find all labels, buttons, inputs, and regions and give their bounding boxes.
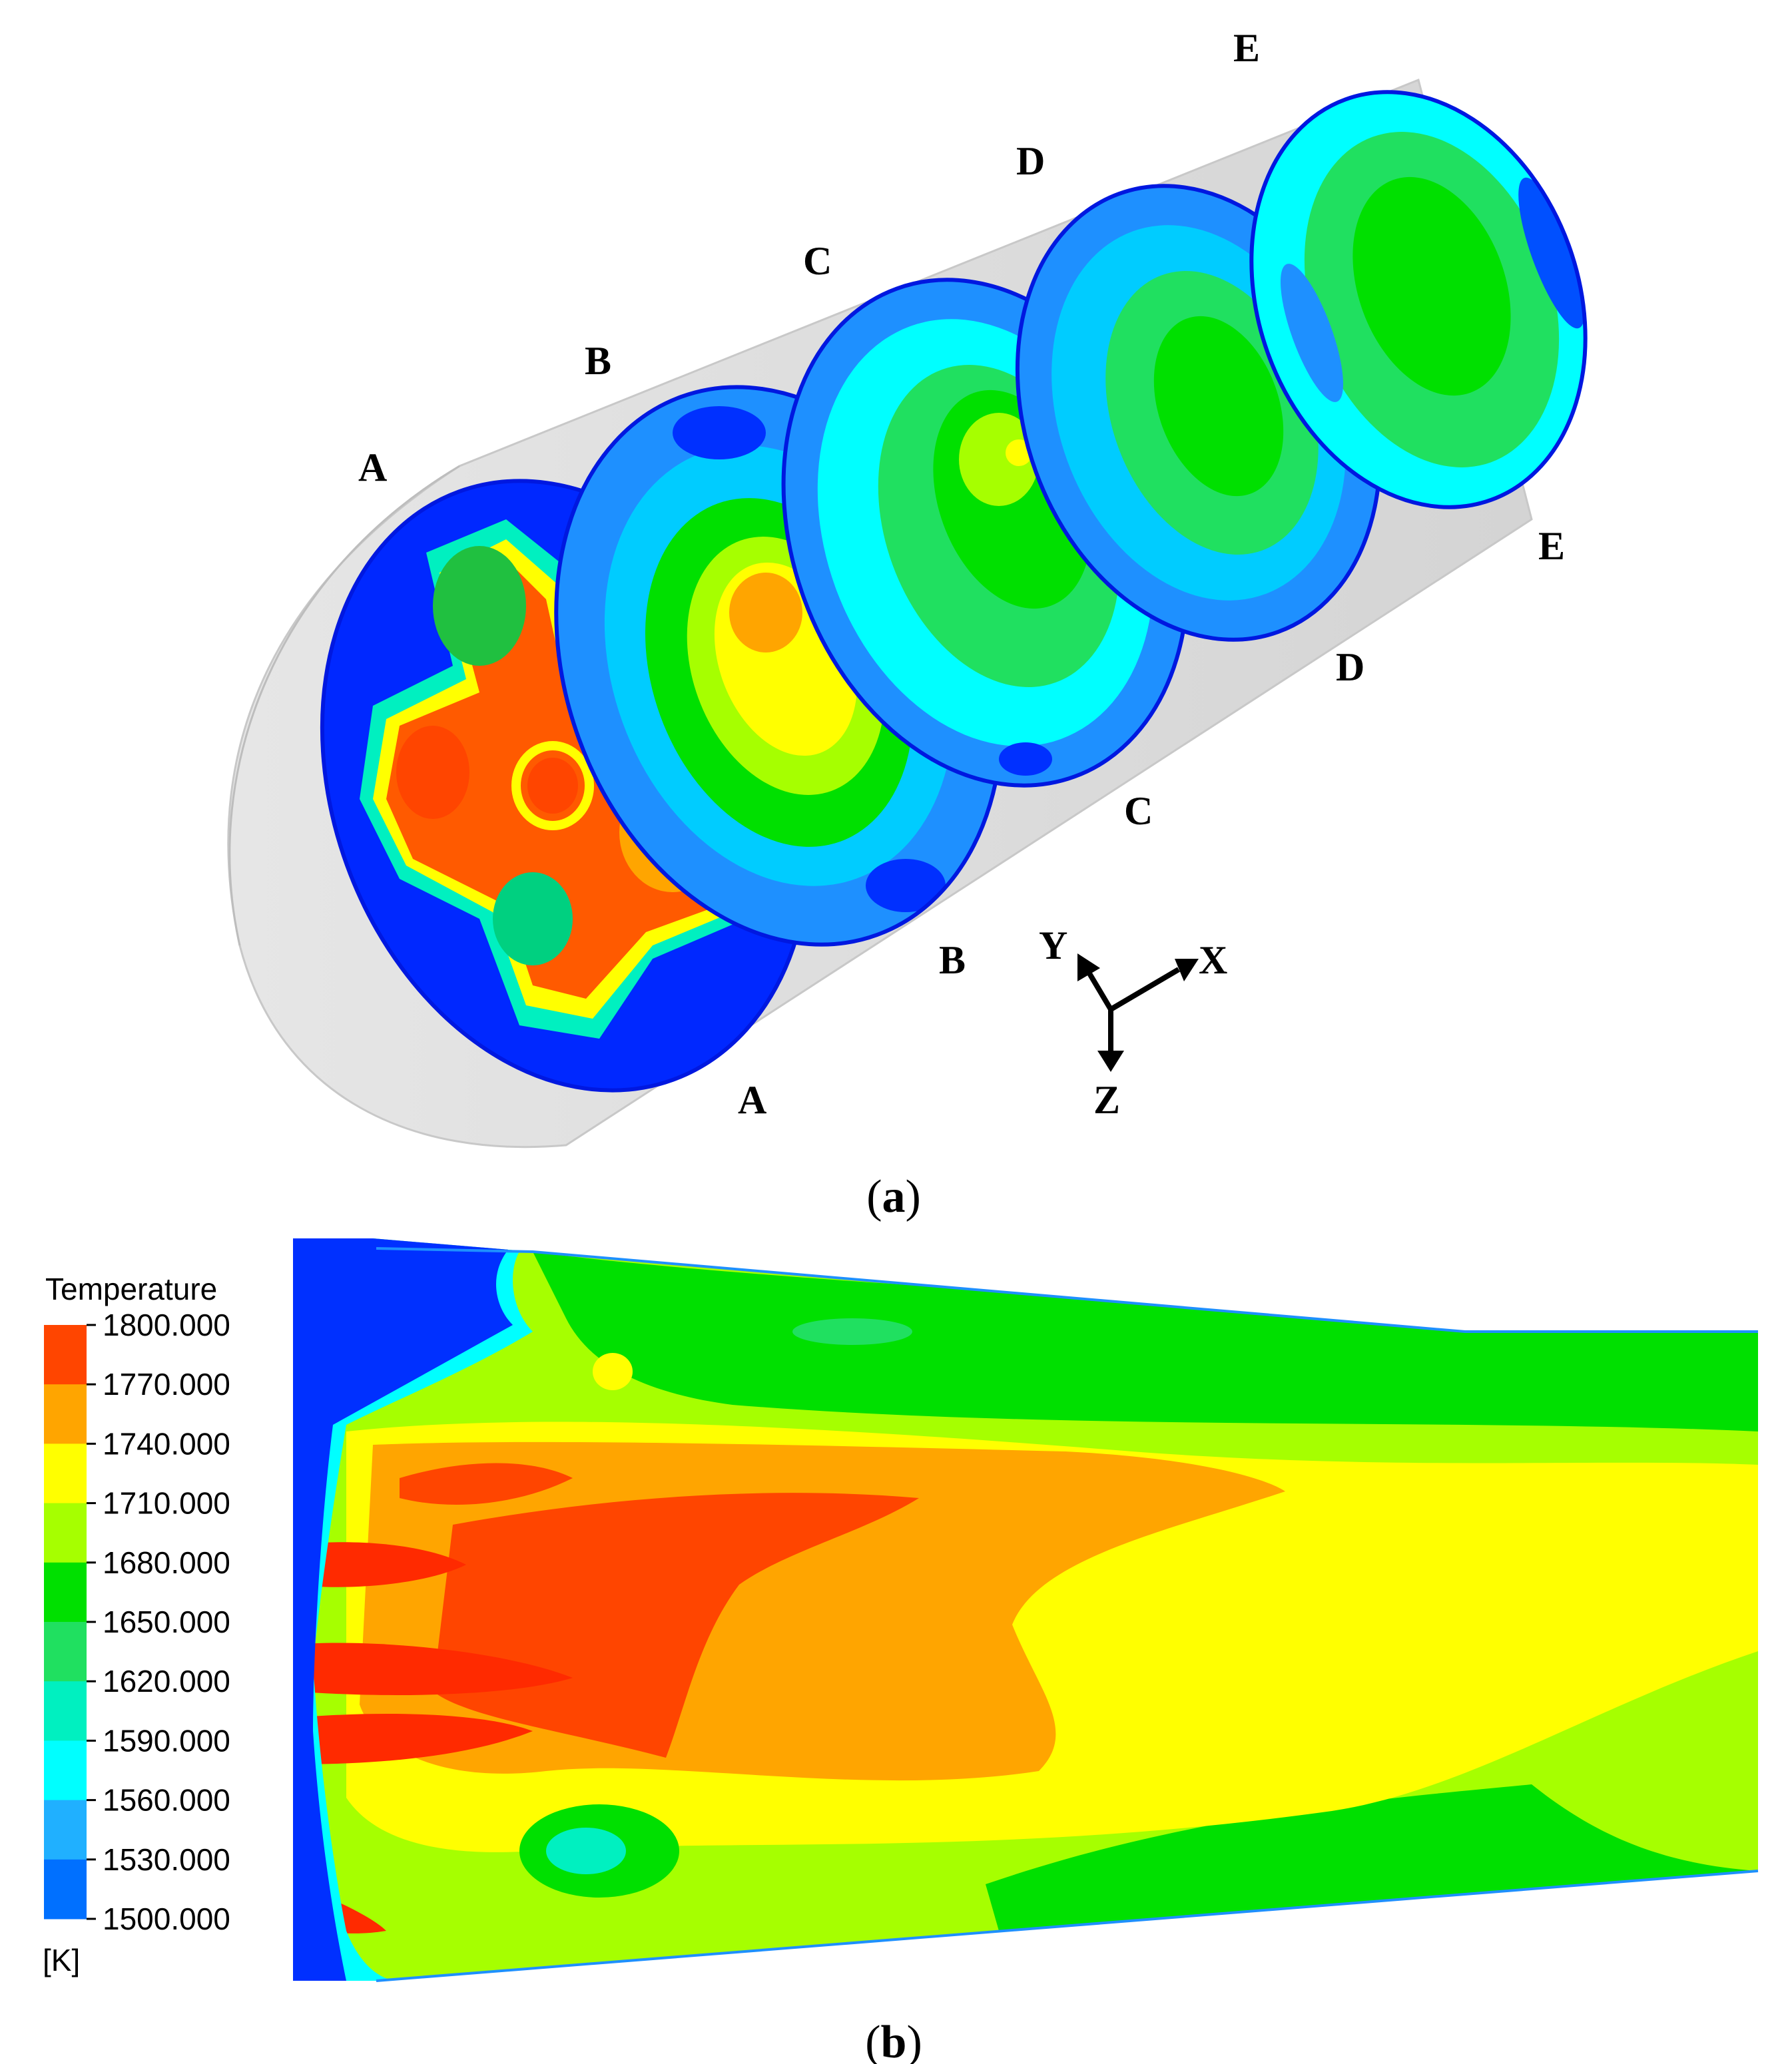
section-a-top-label: A <box>358 445 387 489</box>
legend-swatch <box>44 1859 87 1920</box>
legend-level-label: 1590.000 <box>103 1723 230 1758</box>
section-c-bottom-label: C <box>1124 789 1153 833</box>
legend-title: Temperature <box>45 1272 217 1306</box>
legend-swatch <box>44 1503 87 1563</box>
legend-color-bar <box>44 1325 87 1920</box>
legend-swatch <box>44 1562 87 1623</box>
legend-level-label: 1770.000 <box>103 1367 230 1402</box>
section-b-top-label: B <box>585 339 611 383</box>
legend-swatch <box>44 1681 87 1741</box>
legend-level-label: 1530.000 <box>103 1842 230 1877</box>
panel-b-caption: (b) <box>865 2017 922 2064</box>
section-c-top-label: C <box>803 239 832 283</box>
section-e-bottom-label: E <box>1538 524 1565 568</box>
legend-swatch <box>44 1325 87 1385</box>
temperature-legend: Temperature 1800.000 1770.000 1740.000 1710… <box>43 1272 230 1977</box>
legend-swatch <box>44 1740 87 1801</box>
duct-wall <box>376 1247 1759 1982</box>
section-d-top-label: D <box>1016 139 1045 183</box>
section-e-top-label: E <box>1233 26 1260 70</box>
cylinder-outline <box>228 465 460 946</box>
legend-level-label: 1620.000 <box>103 1664 230 1698</box>
axis-x-label: X <box>1199 938 1227 982</box>
legend-level-label: 1500.000 <box>103 1902 230 1936</box>
panel-a: A A B B C C D D E E Y X Z (a) <box>227 26 1605 1222</box>
panel-a-caption: (a) <box>866 1171 921 1222</box>
legend-level-label: 1800.000 <box>103 1308 230 1342</box>
axis-z-label: Z <box>1093 1078 1120 1122</box>
legend-swatch <box>44 1384 87 1444</box>
temperature-contour <box>293 1238 1758 1981</box>
legend-level-label: 1560.000 <box>103 1783 230 1818</box>
panel-b: Temperature 1800.000 1770.000 1740.000 1710… <box>43 1238 1759 2064</box>
axis-triad <box>1077 953 1199 1072</box>
axis-y-label: Y <box>1039 923 1067 967</box>
legend-level-label: 1740.000 <box>103 1426 230 1461</box>
legend-swatch <box>44 1622 87 1682</box>
legend-swatch <box>44 1443 87 1504</box>
legend-swatch <box>44 1800 87 1860</box>
legend-unit: [K] <box>43 1943 80 1977</box>
legend-level-label: 1680.000 <box>103 1545 230 1580</box>
section-d-bottom-label: D <box>1336 645 1364 689</box>
legend-tick-labels: 1800.000 1770.000 1740.000 1710.000 1680.000… <box>87 1308 230 1936</box>
section-a-bottom-label: A <box>738 1078 766 1122</box>
legend-level-label: 1710.000 <box>103 1486 230 1521</box>
section-b-bottom-label: B <box>939 938 966 982</box>
legend-level-label: 1650.000 <box>103 1605 230 1639</box>
